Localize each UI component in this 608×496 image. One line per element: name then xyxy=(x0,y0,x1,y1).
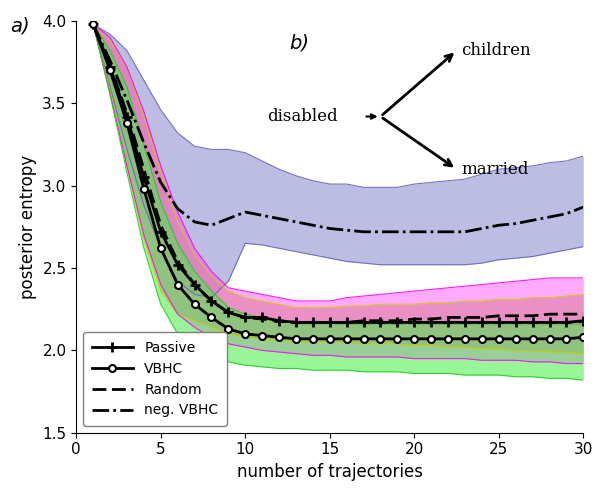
Text: a): a) xyxy=(10,17,30,36)
Text: children: children xyxy=(461,42,531,59)
Y-axis label: posterior entropy: posterior entropy xyxy=(19,155,36,299)
Text: b): b) xyxy=(289,33,309,53)
X-axis label: number of trajectories: number of trajectories xyxy=(237,463,423,481)
Text: disabled: disabled xyxy=(268,108,338,125)
Legend: Passive, VBHC, Random, neg. VBHC: Passive, VBHC, Random, neg. VBHC xyxy=(83,332,227,426)
Text: married: married xyxy=(461,161,529,178)
